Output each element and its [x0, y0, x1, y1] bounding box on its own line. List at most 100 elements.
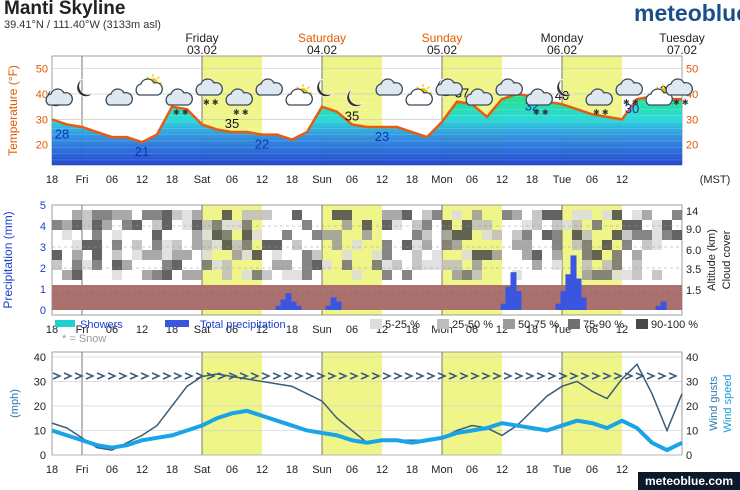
time-tick-label: 06	[346, 464, 358, 476]
cloud-cover-cell	[582, 250, 592, 260]
cloud-cover-cell	[122, 220, 132, 230]
cloud-cover-cell	[582, 230, 592, 240]
cloud-cover-cell	[452, 210, 462, 220]
cloud-cover-cell	[202, 260, 212, 270]
cloud-cover-cell	[232, 240, 242, 250]
cloud-cover-cell	[232, 250, 242, 260]
temp-extreme-label: 35	[225, 116, 239, 131]
temp-tick-right: 50	[686, 64, 698, 76]
cloud-cover-cell	[312, 230, 322, 240]
precip-tick-left: 3	[40, 242, 46, 254]
time-tick-label: 06	[226, 324, 238, 336]
time-tick-label: 12	[136, 324, 148, 336]
cloud-cover-cell	[272, 240, 282, 250]
time-axis: 18 Fri 06 12 18 Sat 06 12 18 Sun 06 12 18 Mon 06 12 18 Tu…	[46, 174, 628, 186]
time-tick-label: Tue	[553, 324, 572, 336]
cloud-cover-cell	[612, 230, 622, 240]
cloud-cover-cell	[622, 270, 632, 280]
cloud-cover-cell	[202, 220, 212, 230]
cloud-cover-cell	[512, 230, 522, 240]
cloud-cover-cell	[272, 260, 282, 270]
cloud-cover-cell	[132, 220, 142, 230]
time-tick-label: Mon	[431, 464, 452, 476]
temp-axis-label: Temperature (°F)	[6, 65, 20, 156]
cloud-cover-cell	[282, 260, 292, 270]
time-tick-label: 18	[286, 324, 298, 336]
time-tick-label: 12	[496, 464, 508, 476]
brand-logo[interactable]: meteoblue	[634, 0, 740, 26]
wind-tick-right: 20	[686, 401, 698, 413]
cloud-cover-cell	[542, 210, 552, 220]
temp-tick-right: 20	[686, 140, 698, 152]
cloud-cover-cell	[452, 270, 462, 280]
legend-cover-swatch	[636, 319, 648, 329]
cloud-cover-cell	[262, 210, 272, 220]
cloud-cover-cell	[522, 240, 532, 250]
footer-brand[interactable]: meteoblue.com	[638, 472, 740, 490]
cloud-cover-cell	[622, 230, 632, 240]
cloud-cover-cell	[532, 250, 542, 260]
wind-direction-arrow	[327, 372, 337, 380]
wind-direction-arrow	[173, 372, 183, 380]
altitude-tick: 3.5	[686, 264, 701, 276]
wind-direction-arrow	[184, 372, 194, 380]
cloud-cover-cell	[172, 210, 182, 220]
cloud-cover-cell	[352, 240, 362, 250]
cloud-cover-cell	[402, 210, 412, 220]
cloud-cover-cell	[202, 240, 212, 250]
time-tick-label: Tue	[553, 464, 572, 476]
wind-direction-row	[52, 372, 678, 380]
wind-direction-arrow	[393, 372, 403, 380]
cloud-cover-cell	[662, 220, 672, 230]
cloud-cover-cell	[72, 260, 82, 270]
time-tick-label: 18	[406, 464, 418, 476]
cloud-cover-cell	[502, 210, 512, 220]
cloud-cover-cell	[362, 230, 372, 240]
wind-direction-arrow	[316, 372, 326, 380]
cloud-cover-cell	[72, 250, 82, 260]
cloud-cover-cell	[52, 250, 62, 260]
legend-cover-label: 25-50 %	[452, 319, 493, 331]
cloud-cover-cell	[472, 250, 482, 260]
wind-direction-arrow	[338, 372, 348, 380]
precip-bar	[565, 274, 572, 310]
cloud-cover-cell	[82, 240, 92, 250]
moon-cloud-icon	[435, 78, 463, 97]
cloud-cover-cell	[192, 220, 202, 230]
precip-bar	[290, 301, 297, 310]
snow-cloud-icon: ✱ ✱	[525, 88, 553, 117]
time-tick-label: 06	[106, 324, 118, 336]
cloud-cover-cell	[572, 210, 582, 220]
cloud-cover-cell	[182, 210, 192, 220]
cloud-cover-cell	[302, 260, 312, 270]
cloud-cover-cell	[272, 250, 282, 260]
cloud-cover-cell	[322, 260, 332, 270]
time-tick-label: 06	[466, 174, 478, 186]
time-tick-label: 12	[256, 464, 268, 476]
precip-tick-left: 4	[40, 221, 46, 233]
time-tick-label: Sun	[312, 174, 332, 186]
cloud-cover-cell	[632, 250, 642, 260]
wind-direction-arrow	[206, 372, 216, 380]
cloud-cover-cell	[192, 230, 202, 240]
cloud-cover-cell	[162, 250, 172, 260]
precip-bar	[510, 272, 517, 310]
cloud-cover-cell	[472, 220, 482, 230]
precip-tick-left: 2	[40, 263, 46, 275]
cloud-cover-cell	[292, 240, 302, 250]
sun-cloud-icon	[405, 84, 433, 106]
precip-bar	[655, 305, 662, 310]
cloud-cover-cell	[302, 250, 312, 260]
snow-icon: ✱ ✱	[665, 78, 693, 107]
cloud-cover-cell	[212, 220, 222, 230]
cloud-cover-cell	[72, 210, 82, 220]
cloud-cover-cell	[172, 260, 182, 270]
wind-direction-arrow	[514, 372, 524, 380]
cloud-cover-cell	[592, 250, 602, 260]
wind-direction-arrow	[360, 372, 370, 380]
cloud-cover-cell	[422, 230, 432, 240]
precip-bar	[505, 286, 512, 310]
wind-direction-arrow	[404, 372, 414, 380]
wind-direction-arrow	[492, 372, 502, 380]
precip-bar	[275, 305, 282, 310]
